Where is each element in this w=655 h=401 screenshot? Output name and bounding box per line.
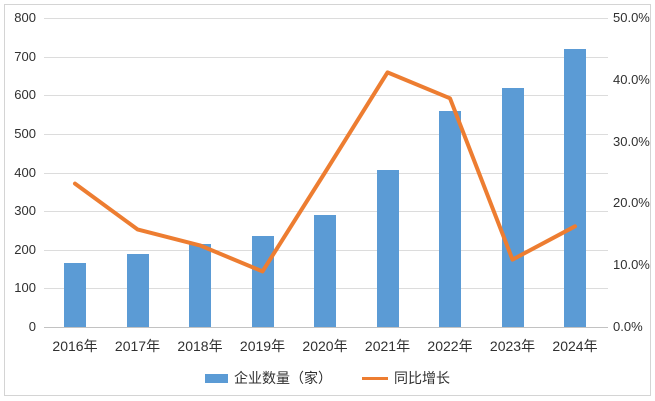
right-axis-tick: 20.0% [613, 195, 650, 211]
x-axis-tick: 2018年 [177, 338, 223, 354]
right-axis-tick: 50.0% [613, 10, 650, 25]
x-axis-line [44, 327, 608, 328]
right-axis-tick: 30.0% [613, 133, 650, 149]
x-axis-tick: 2020年 [302, 338, 348, 354]
x-axis-tick: 2017年 [114, 338, 161, 354]
x-axis-tick: 2022年 [427, 338, 473, 354]
left-axis-tick: 600 [14, 87, 36, 103]
bar-2021年 [376, 169, 399, 327]
bar-2024年 [564, 48, 586, 327]
legend: 企业数量（家） 同比增长 [0, 368, 655, 388]
x-axis-tick: 2016年 [52, 338, 98, 354]
left-axis-tick: 400 [14, 164, 36, 180]
right-axis-tick: 40.0% [613, 71, 650, 87]
gridline [44, 18, 608, 19]
bar-series-swatch-icon [205, 373, 228, 383]
left-axis-tick: 300 [14, 203, 36, 219]
left-axis-tick: 800 [14, 10, 36, 25]
bar-2023年 [501, 88, 524, 327]
right-axis-tick: 10.0% [613, 257, 650, 273]
left-axis-tick: 100 [14, 280, 36, 296]
bar-2017年 [126, 253, 149, 327]
bar-2022年 [439, 111, 461, 327]
right-axis-tick: 0.0% [613, 319, 643, 334]
bar-2019年 [251, 236, 274, 327]
legend-label-enterprise-count: 企业数量（家） [234, 370, 332, 386]
left-axis-tick: 200 [14, 241, 36, 257]
legend-item-enterprise-count: 企业数量（家） [205, 368, 332, 388]
legend-item-yoy-growth: 同比增长 [362, 368, 450, 388]
bar-2018年 [189, 243, 211, 327]
line-series-swatch-icon [362, 376, 388, 380]
gridline [44, 57, 608, 58]
left-axis-tick: 700 [14, 48, 36, 64]
bar-2020年 [314, 214, 336, 327]
x-axis-tick: 2021年 [364, 338, 411, 354]
left-axis-tick: 500 [14, 125, 36, 141]
x-axis-tick: 2019年 [239, 338, 286, 354]
x-axis-tick: 2024年 [552, 338, 598, 354]
x-axis-tick: 2023年 [489, 338, 536, 354]
legend-label-yoy-growth: 同比增长 [394, 370, 450, 386]
bar-2016年 [64, 263, 86, 327]
left-axis-tick: 0 [28, 319, 36, 334]
